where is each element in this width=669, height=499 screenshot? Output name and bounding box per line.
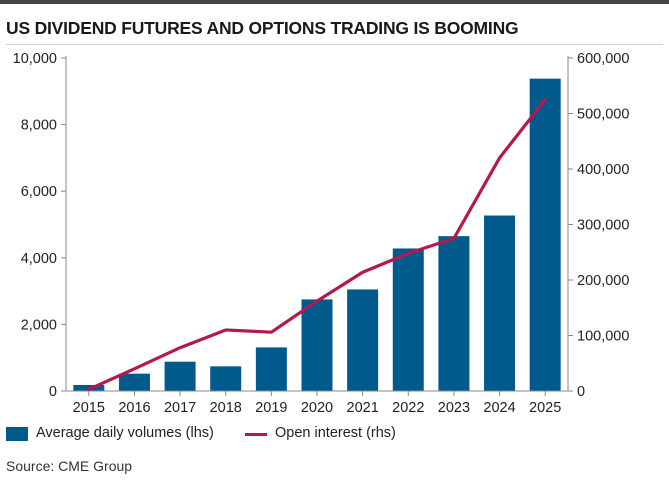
bar-2025 xyxy=(529,78,561,392)
chart-title: US DIVIDEND FUTURES AND OPTIONS TRADING … xyxy=(6,18,519,38)
x-tick-label: 2025 xyxy=(529,400,561,416)
x-tick-label: 2024 xyxy=(483,400,515,416)
left-tick-label: 6,000 xyxy=(21,184,57,200)
bar-2019 xyxy=(255,347,287,391)
bar-2022 xyxy=(392,248,424,391)
x-tick-label: 2017 xyxy=(164,400,196,416)
bar-2023 xyxy=(438,236,470,391)
right-tick-label: 200,000 xyxy=(577,273,629,289)
x-tick-label: 2015 xyxy=(73,400,105,416)
right-tick-label: 300,000 xyxy=(577,218,629,234)
right-tick-label: 400,000 xyxy=(577,162,629,178)
right-tick-label: 600,000 xyxy=(577,51,629,67)
x-tick-label: 2019 xyxy=(255,400,287,416)
x-tick-label: 2023 xyxy=(438,400,470,416)
combo-chart: 0 2,000 4,000 6,000 8,000 10,000 0 100,000 200,0… xyxy=(13,51,630,416)
legend-label-bars: Average daily volumes (lhs) xyxy=(36,425,214,441)
x-tick-label: 2016 xyxy=(118,400,150,416)
top-accent-bar xyxy=(0,0,669,4)
title-divider xyxy=(6,44,663,45)
left-tick-label: 0 xyxy=(49,384,57,400)
right-tick-label: 0 xyxy=(577,384,585,400)
x-tick-label: 2020 xyxy=(301,400,333,416)
right-tick-label: 100,000 xyxy=(577,329,629,345)
bar-2021 xyxy=(347,289,379,391)
bar-2020 xyxy=(301,299,333,391)
bar-2024 xyxy=(484,215,516,391)
x-tick-label: 2018 xyxy=(210,400,242,416)
bar-2017 xyxy=(164,361,196,391)
left-tick-label: 2,000 xyxy=(21,317,57,333)
left-tick-label: 10,000 xyxy=(13,51,57,67)
left-tick-label: 8,000 xyxy=(21,118,57,134)
x-tick-label: 2022 xyxy=(392,400,424,416)
left-tick-label: 4,000 xyxy=(21,251,57,267)
legend-line-swatch xyxy=(245,433,267,436)
legend-bar-swatch xyxy=(6,427,28,441)
legend-label-line: Open interest (rhs) xyxy=(275,425,396,441)
right-tick-label: 500,000 xyxy=(577,107,629,123)
source-note: Source: CME Group xyxy=(6,458,133,474)
bar-2018 xyxy=(210,366,242,391)
x-tick-label: 2021 xyxy=(347,400,379,416)
bar-2016 xyxy=(118,373,150,391)
